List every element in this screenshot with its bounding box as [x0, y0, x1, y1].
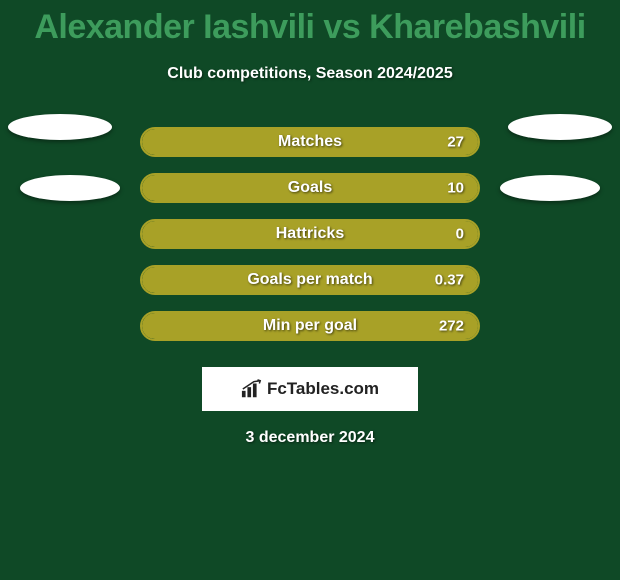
brand-badge: FcTables.com: [202, 367, 418, 411]
stats-container: Matches 27 Goals 10 Hattricks 0 Goals pe…: [0, 119, 620, 349]
stat-bar-goals-per-match: Goals per match 0.37: [140, 265, 480, 295]
right-ellipse: [500, 175, 600, 201]
bar-value: 27: [447, 134, 464, 151]
stat-bar-matches: Matches 27: [140, 127, 480, 157]
bar-label: Hattricks: [142, 225, 478, 243]
subtitle: Club competitions, Season 2024/2025: [0, 65, 620, 83]
bar-label: Min per goal: [142, 317, 478, 335]
footer-date: 3 december 2024: [0, 429, 620, 447]
bar-label: Matches: [142, 133, 478, 151]
stat-bar-min-per-goal: Min per goal 272: [140, 311, 480, 341]
stat-row: Goals per match 0.37: [0, 257, 620, 303]
bar-value: 272: [439, 318, 464, 335]
bar-value: 0: [456, 226, 464, 243]
left-ellipse: [20, 175, 120, 201]
stat-row: Min per goal 272: [0, 303, 620, 349]
left-ellipse: [8, 114, 112, 140]
bar-label: Goals: [142, 179, 478, 197]
stat-bar-hattricks: Hattricks 0: [140, 219, 480, 249]
stat-row: Matches 27: [0, 119, 620, 165]
brand-text: FcTables.com: [267, 379, 379, 399]
chart-icon: [241, 379, 263, 399]
bar-value: 0.37: [435, 272, 464, 289]
stat-row: Hattricks 0: [0, 211, 620, 257]
stat-bar-goals: Goals 10: [140, 173, 480, 203]
bar-label: Goals per match: [142, 271, 478, 289]
page-title: Alexander Iashvili vs Kharebashvili: [0, 0, 620, 47]
right-ellipse: [508, 114, 612, 140]
bar-value: 10: [447, 180, 464, 197]
stat-row: Goals 10: [0, 165, 620, 211]
